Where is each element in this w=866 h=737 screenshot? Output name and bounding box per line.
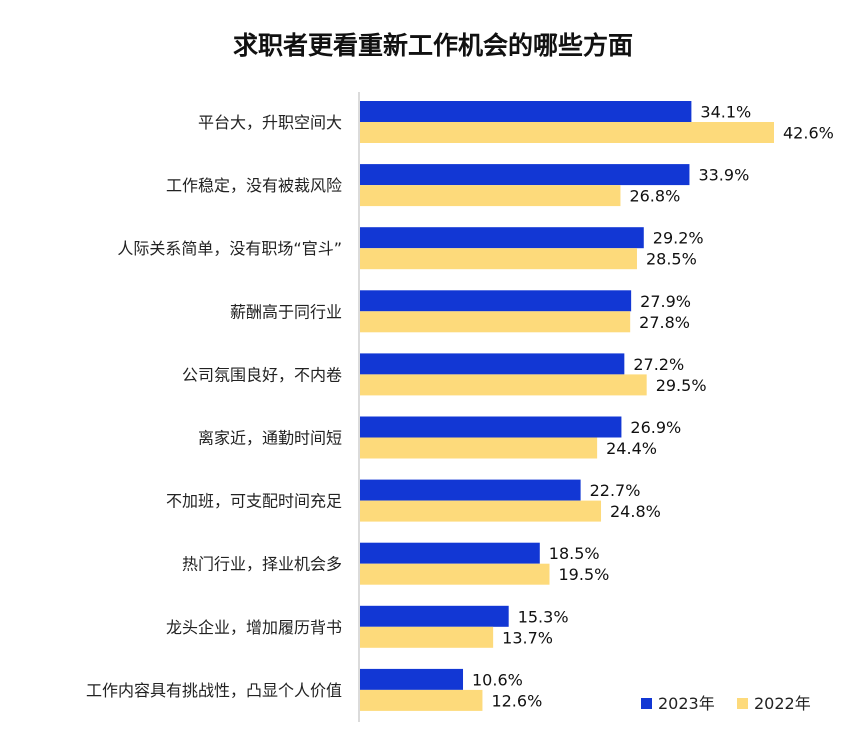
bar-2022年 — [360, 311, 631, 333]
data-label: 24.8% — [610, 502, 661, 521]
bar-2023年 — [360, 416, 622, 438]
bar-2022年 — [360, 248, 637, 270]
bar-2022年 — [360, 437, 598, 459]
legend-swatch — [641, 698, 652, 709]
bar-2023年 — [360, 668, 464, 690]
bar-2022年 — [360, 122, 774, 143]
bar-2023年 — [360, 227, 644, 249]
bar-2023年 — [360, 605, 509, 627]
data-label: 26.9% — [630, 418, 681, 437]
bar-2023年 — [360, 353, 625, 375]
data-label: 27.2% — [633, 355, 684, 374]
category-label: 平台大，升职空间大 — [198, 113, 342, 132]
legend-label: 2022年 — [754, 694, 811, 713]
category-label: 工作内容具有挑战性，凸显个人价值 — [86, 681, 342, 700]
legend: 2023年 2022年 — [641, 694, 811, 713]
data-label: 27.9% — [640, 292, 691, 311]
bar-2023年 — [360, 290, 632, 312]
chart-title: 求职者更看重新工作机会的哪些方面 — [232, 31, 633, 60]
data-label: 27.8% — [639, 313, 690, 332]
legend-swatch — [737, 698, 748, 709]
data-label: 13.7% — [502, 628, 553, 647]
data-label: 33.9% — [698, 166, 749, 185]
category-label: 热门行业，择业机会多 — [182, 555, 342, 574]
bar-2023年 — [360, 542, 540, 564]
category-label: 薪酬高于同行业 — [230, 302, 342, 321]
bar-2022年 — [360, 689, 483, 711]
data-label: 24.4% — [606, 439, 657, 458]
bar-2022年 — [360, 500, 602, 522]
data-label: 15.3% — [518, 607, 569, 626]
bar-2023年 — [360, 101, 692, 122]
bar-2022年 — [360, 626, 494, 648]
data-label: 12.6% — [491, 691, 542, 710]
bar-2022年 — [360, 374, 647, 396]
legend-label: 2023年 — [658, 694, 715, 713]
data-label: 22.7% — [590, 481, 641, 500]
data-label: 28.5% — [646, 250, 697, 269]
data-label: 19.5% — [559, 565, 610, 584]
category-label: 离家近，通勤时间短 — [198, 429, 342, 448]
category-label: 工作稳定，没有被裁风险 — [166, 176, 342, 195]
data-label: 34.1% — [700, 103, 751, 122]
bars-layer — [360, 101, 774, 711]
bar-2023年 — [360, 164, 690, 186]
category-label: 龙头企业，增加履历背书 — [166, 618, 342, 637]
category-label: 不加班，可支配时间充足 — [166, 492, 342, 511]
data-label: 18.5% — [549, 544, 600, 563]
bar-2023年 — [360, 479, 581, 501]
bar-2022年 — [360, 185, 621, 207]
labels-layer: 平台大，升职空间大 34.1% 42.6% 工作稳定，没有被裁风险 33.9% 26.8%… — [86, 103, 834, 711]
data-label: 29.5% — [656, 376, 707, 395]
category-label: 公司氛围良好，不内卷 — [182, 365, 342, 384]
data-label: 29.2% — [653, 229, 704, 248]
data-label: 10.6% — [472, 670, 523, 689]
data-label: 26.8% — [629, 187, 680, 206]
category-label: 人际关系简单，没有职场“官斗” — [117, 239, 342, 258]
data-label: 42.6% — [783, 124, 834, 143]
bar-2022年 — [360, 563, 550, 585]
